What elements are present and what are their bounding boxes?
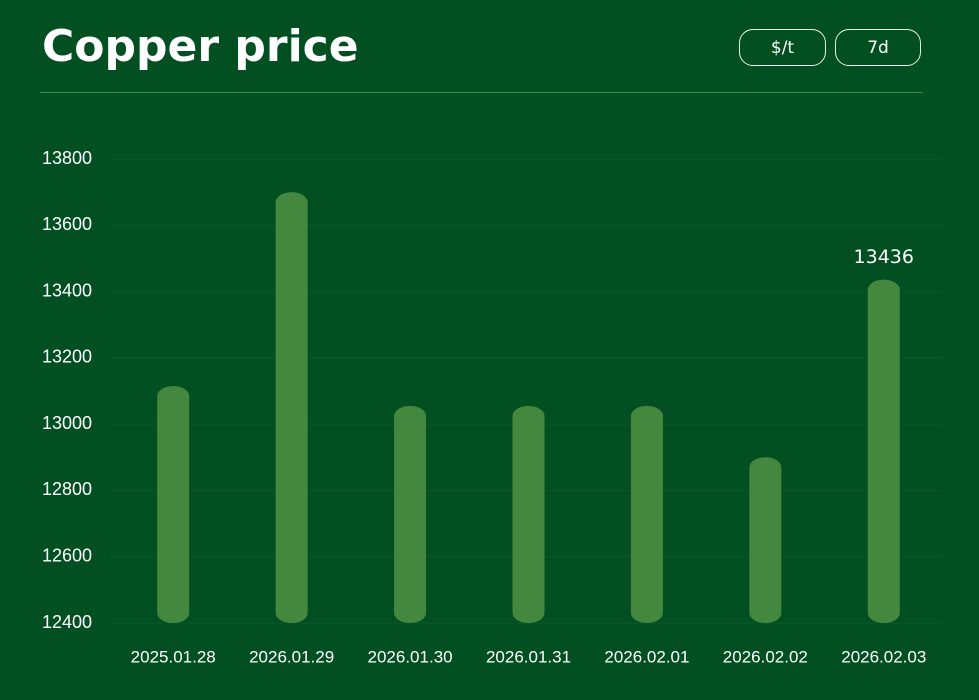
y-tick-label: 12600: [42, 545, 92, 565]
y-tick-label: 12800: [42, 479, 92, 499]
range-button[interactable]: 7d: [835, 29, 921, 66]
y-tick-label: 13400: [42, 280, 92, 300]
x-tick-label: 2026.01.31: [486, 647, 571, 666]
bar: [749, 457, 782, 623]
y-tick-label: 13000: [42, 413, 92, 433]
x-tick-label: 2026.01.30: [368, 647, 453, 666]
x-tick-label: 2025.01.28: [131, 647, 216, 666]
bar: [512, 405, 545, 623]
value-label: 13436: [854, 246, 914, 268]
y-tick-label: 12400: [42, 612, 92, 632]
x-tick-label: 2026.02.03: [841, 647, 926, 666]
bar: [157, 386, 190, 623]
x-tick-label: 2026.02.02: [723, 647, 808, 666]
y-tick-label: 13600: [42, 214, 92, 234]
x-tick-label: 2026.02.01: [604, 647, 689, 666]
bar: [275, 192, 308, 623]
y-tick-label: 13800: [42, 148, 92, 168]
bar: [394, 405, 427, 623]
x-tick-label: 2026.01.29: [249, 647, 334, 666]
unit-button[interactable]: $/t: [739, 29, 826, 66]
chart-title: Copper price: [42, 21, 359, 72]
bar: [867, 279, 900, 623]
bar: [630, 405, 663, 623]
y-tick-label: 13200: [42, 347, 92, 367]
